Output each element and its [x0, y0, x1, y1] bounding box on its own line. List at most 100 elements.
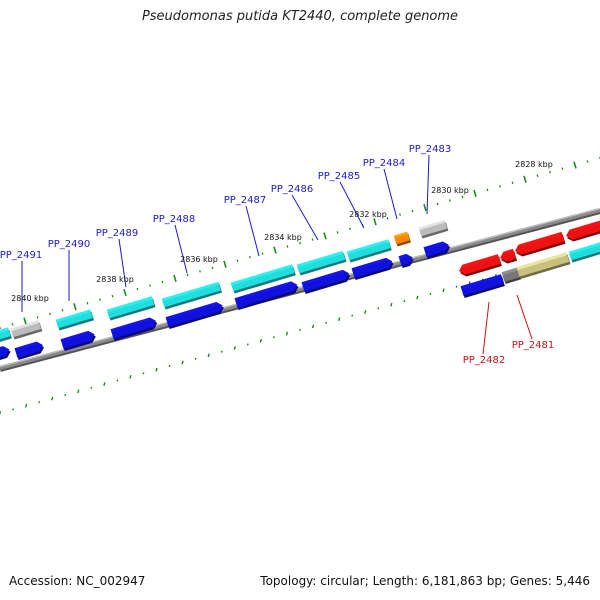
cds-pp-2483-highlight — [423, 241, 444, 251]
minor-tick — [436, 202, 439, 206]
outer-dot — [377, 307, 380, 310]
genome-summary-footer: Topology: circular; Length: 6,181,863 bp… — [260, 574, 590, 588]
major-tick — [123, 289, 127, 297]
cds-pp-2489-highlight — [110, 317, 151, 333]
cds-pp-2484-arrow-highlight — [398, 253, 408, 260]
cds-pp-2480-red-highlight — [518, 231, 563, 248]
cds-pp-2489-top-highlight — [106, 296, 153, 313]
major-tick — [173, 274, 177, 282]
outer-dot — [403, 300, 406, 303]
cds-pp-2482-gap-highlight — [501, 267, 518, 276]
gene-labels: PP_2483 PP_2484 PP_2485 PP_2486 PP_2487 … — [0, 144, 554, 366]
leader-pp-2488 — [174, 224, 188, 274]
outer-dot — [24, 403, 28, 408]
minor-tick — [111, 294, 114, 298]
scale-label-2840: 2840 kbp — [11, 294, 49, 303]
scale-label-2828: 2828 kbp — [515, 160, 553, 169]
cds-pp-2484 — [393, 231, 411, 247]
cds-pp-2489-body — [110, 317, 157, 339]
cds-pp-2484-arrow — [398, 253, 414, 268]
cds-pp-2485-highlight — [351, 257, 387, 272]
cds-pp-2480-red — [515, 231, 566, 257]
minor-tick — [199, 270, 201, 273]
outer-dot — [325, 321, 328, 324]
label-leader-lines — [21, 154, 533, 355]
outer-dot — [64, 393, 67, 397]
minor-tick — [211, 266, 214, 270]
outer-dot — [272, 336, 275, 339]
minor-tick — [49, 312, 51, 316]
minor-tick — [36, 316, 39, 319]
gene-label-pp-2485: PP_2485 — [318, 171, 361, 182]
outer-dot — [351, 314, 354, 317]
accession-label: Accession: — [9, 574, 73, 588]
outer-dot — [246, 343, 249, 346]
cds-pp-2489-top — [106, 296, 156, 321]
minor-tick — [499, 185, 501, 188]
outer-dot — [416, 295, 419, 300]
scale-label-2838: 2838 kbp — [96, 275, 134, 284]
gene-label-pp-2491: PP_2491 — [0, 250, 42, 261]
gene-label-pp-2483: PP_2483 — [409, 144, 452, 155]
cds-pp-2487-highlight — [234, 281, 292, 302]
scale-label-2830: 2830 kbp — [431, 186, 469, 195]
outer-dot — [142, 372, 145, 375]
topology-value: circular; — [320, 574, 369, 588]
minor-tick — [11, 323, 14, 326]
cds-pp-2485-top-highlight — [346, 239, 389, 255]
cds-pp-2486-body — [301, 269, 349, 292]
minor-tick — [149, 284, 151, 287]
gene-label-pp-2484: PP_2484 — [363, 158, 406, 169]
cds-pp-2483-top-highlight — [418, 219, 446, 231]
outer-dot — [311, 324, 315, 329]
cds-pp-2481-highlight — [516, 252, 568, 271]
outer-dot — [259, 338, 263, 343]
minor-tick — [61, 309, 64, 312]
cds-pp-2490-highlight — [60, 330, 90, 343]
cds-pp-2488-top-highlight — [161, 281, 220, 302]
leader-pp-2486 — [291, 194, 319, 241]
cds-pp-2481 — [516, 252, 571, 279]
minor-tick — [449, 199, 451, 202]
outer-dot — [0, 411, 2, 415]
cds-pp-2490-top-highlight — [55, 309, 91, 323]
cds-pp-2492 — [0, 346, 11, 360]
outer-dot — [390, 302, 393, 307]
major-tick — [223, 260, 227, 268]
cds-pp-2484-highlight — [393, 231, 408, 239]
gene-features[interactable] — [0, 219, 600, 361]
minor-tick — [549, 170, 551, 174]
leader-pp-2485 — [339, 181, 365, 229]
leader-pp-2484 — [383, 168, 398, 220]
minor-tick — [136, 287, 139, 291]
major-tick — [473, 189, 477, 197]
outer-dot — [285, 331, 289, 336]
genes-label: Genes: — [509, 574, 552, 588]
cds-pp-2488 — [165, 302, 224, 329]
major-tick — [573, 161, 577, 169]
cds-pp-2491-body — [14, 341, 43, 358]
outer-dot — [77, 389, 80, 394]
outer-dot — [51, 396, 54, 401]
length-value: 6,181,863 bp; — [421, 574, 507, 588]
major-tick — [523, 175, 527, 183]
minor-tick — [161, 280, 164, 284]
cds-pp-2480-top-highlight — [568, 242, 600, 255]
cds-pp-2491-top — [10, 320, 43, 340]
leader-pp-2489 — [118, 238, 127, 288]
minor-tick — [399, 213, 401, 216]
major-tick — [423, 204, 427, 212]
cds-pp-2486-top — [296, 250, 347, 276]
cds-pp-2481-red-highlight — [503, 248, 514, 255]
outer-dot — [207, 353, 210, 358]
cds-pp-2488-highlight — [165, 302, 218, 321]
cds-pp-2482-blue — [460, 274, 505, 298]
outer-dot — [168, 365, 171, 368]
minor-tick — [299, 241, 301, 245]
gene-label-pp-2487: PP_2487 — [224, 195, 267, 206]
minor-tick — [99, 298, 101, 301]
outer-dot — [364, 310, 367, 314]
major-tick — [373, 218, 377, 226]
major-tick — [273, 246, 277, 254]
